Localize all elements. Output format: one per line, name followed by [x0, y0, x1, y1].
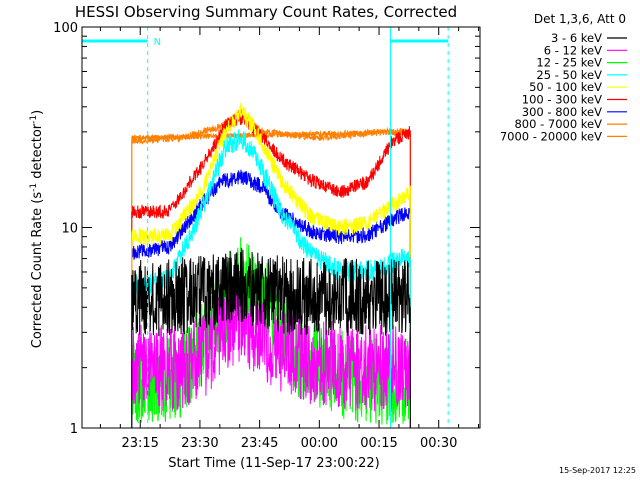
x-tick-label: 23:30 [181, 436, 218, 451]
x-tick-label: 00:15 [360, 436, 397, 451]
chart-title: HESSI Observing Summary Count Rates, Cor… [75, 3, 457, 21]
y-tick-label: 1 [70, 422, 78, 437]
x-tick-label: 23:45 [241, 436, 278, 451]
legend-entry-label: 7000 - 20000 keV [500, 129, 602, 143]
x-tick-label: 00:30 [420, 436, 457, 451]
y-tick-label: 100 [53, 21, 78, 36]
y-axis: 1 10 100 [53, 21, 480, 437]
legend-entry-label: 300 - 800 keV [522, 105, 602, 119]
legend-entry-label: 100 - 300 keV [522, 93, 602, 107]
x-tick-label: 00:00 [301, 436, 338, 451]
series-line [131, 169, 411, 428]
legend-entry-label: 12 - 25 keV [536, 56, 602, 70]
y-axis-label: Corrected Count Rate (s-1 detector-1) [29, 110, 45, 348]
series-line [131, 108, 411, 428]
x-axis: 23:15 23:30 23:45 00:00 00:15 00:30 [99, 27, 480, 451]
series-line [131, 111, 411, 428]
series-line [131, 275, 411, 428]
legend-entry-label: 800 - 7000 keV [514, 117, 602, 131]
legend-entry-label: 50 - 100 keV [529, 80, 602, 94]
series-layer [131, 102, 411, 428]
timestamp: 15-Sep-2017 12:25 [559, 466, 636, 475]
legend-entry-label: 25 - 50 keV [536, 68, 602, 82]
y-tick-label: 10 [61, 222, 78, 237]
x-tick-label: 23:15 [121, 436, 158, 451]
x-axis-label: Start Time (11-Sep-17 23:00:22) [168, 456, 379, 471]
series-line [131, 102, 411, 428]
night-flag-label: N [154, 37, 161, 48]
legend-title: Det 1,3,6, Att 0 [534, 12, 626, 26]
legend-entry-label: 3 - 6 keV [551, 31, 602, 45]
series-line [131, 247, 411, 428]
legend-entry-label: 6 - 12 keV [544, 43, 602, 57]
series-line [131, 129, 411, 428]
